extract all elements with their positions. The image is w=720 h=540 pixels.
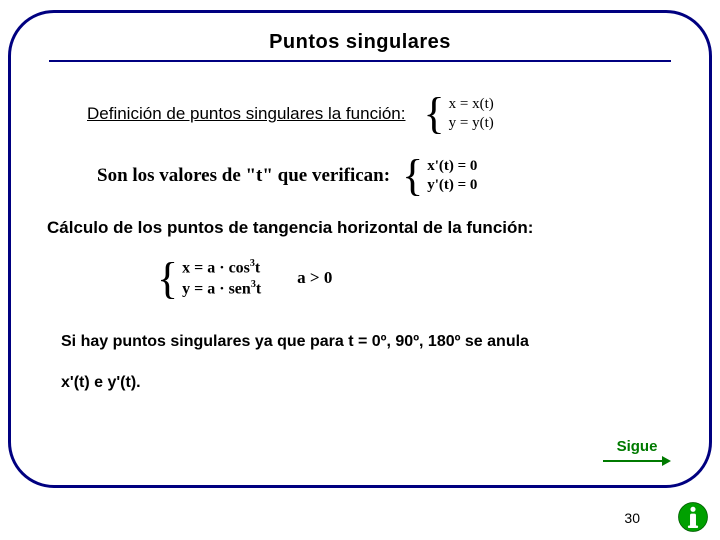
page-number: 30 [624, 510, 640, 526]
left-brace-icon: { [402, 158, 423, 193]
slide-title: Puntos singulares [49, 31, 671, 62]
verif-line1: x'(t) = 0 [427, 158, 477, 175]
func-def-line1: x = x(t) [449, 96, 494, 113]
definition-label: Definición de puntos singulares la funci… [87, 104, 405, 124]
conclusion-line1: Si hay puntos singulares ya que para t =… [61, 321, 683, 363]
conclusion: Si hay puntos singulares ya que para t =… [61, 321, 683, 404]
next-label: Sigue [617, 438, 658, 455]
left-brace-icon: { [157, 261, 178, 296]
calc-heading: Cálculo de los puntos de tangencia horiz… [47, 218, 683, 238]
param-line2: y = a · sen3t [182, 279, 261, 298]
verification-row: Son los valores de "t" que verifican: { … [97, 158, 683, 194]
param-l1-pre: x = a · cos [182, 259, 250, 276]
param-l2-pre: y = a · sen [182, 281, 251, 298]
left-brace-icon: { [423, 96, 444, 131]
parametric-row: { x = a · cos3t y = a · sen3t a > 0 [157, 258, 683, 299]
info-icon[interactable] [676, 500, 710, 534]
verification-system: { x'(t) = 0 y'(t) = 0 [402, 158, 477, 194]
slide-frame: Puntos singulares Definición de puntos s… [8, 10, 712, 488]
param-l1-post: t [255, 259, 260, 276]
conclusion-line2: x'(t) e y'(t). [61, 362, 683, 404]
verif-line2: y'(t) = 0 [427, 177, 477, 194]
verification-lead: Son los valores de "t" que verifican: [97, 165, 390, 187]
function-definition-system: { x = x(t) y = y(t) [423, 96, 493, 132]
a-condition: a > 0 [297, 268, 332, 288]
param-l2-post: t [256, 281, 261, 298]
next-button[interactable]: Sigue [603, 438, 671, 465]
arrow-right-icon [603, 457, 671, 465]
func-def-line2: y = y(t) [449, 115, 494, 132]
parametric-system: { x = a · cos3t y = a · sen3t [157, 258, 261, 299]
param-line1: x = a · cos3t [182, 258, 261, 277]
definition-row: Definición de puntos singulares la funci… [87, 96, 683, 132]
